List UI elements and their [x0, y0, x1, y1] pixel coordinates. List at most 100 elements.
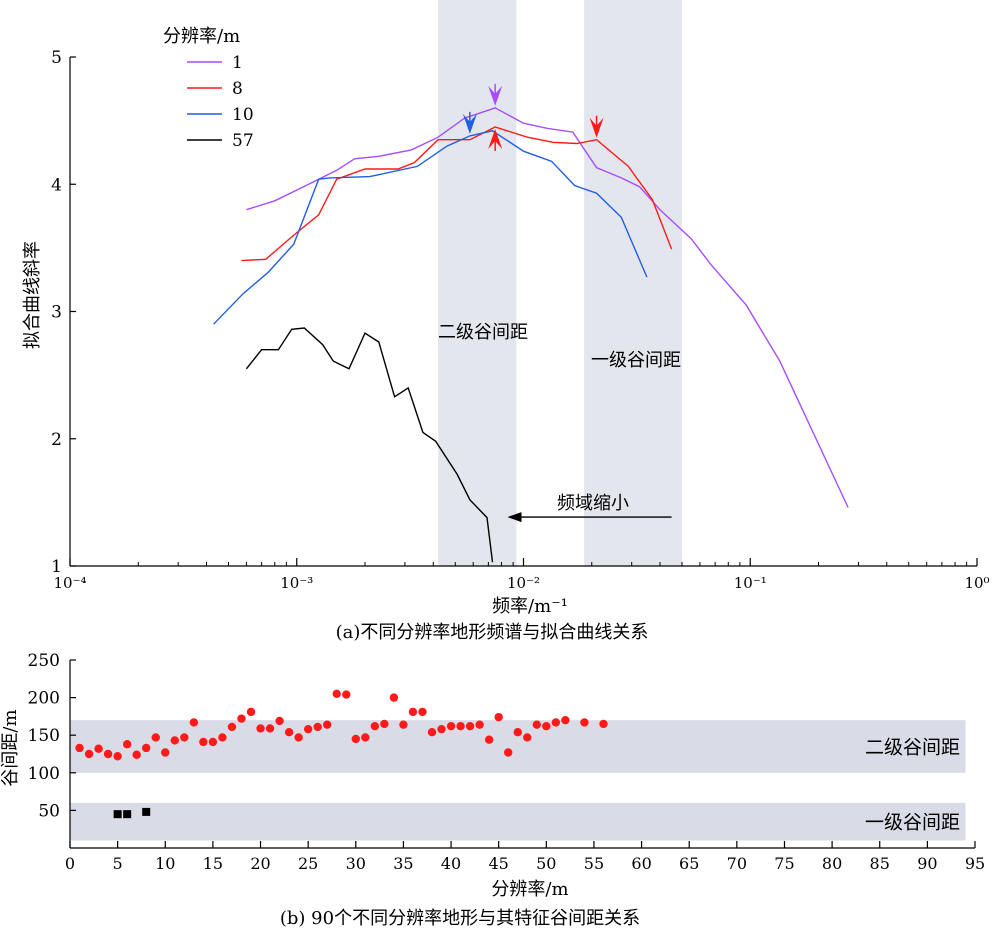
- chart-b-x-tick-label: 10: [155, 854, 175, 873]
- peak-arrow-8-3: [488, 128, 503, 149]
- peak-arrow-1-1: [488, 85, 503, 106]
- scatter-point-square: [113, 810, 122, 819]
- scatter-point: [142, 743, 151, 753]
- chart-b-x-tick-label: 45: [489, 854, 509, 873]
- chart-a-x-tick-label: 10⁻²: [507, 574, 540, 592]
- peak-arrow-8-4: [589, 117, 604, 138]
- scatter-point: [313, 722, 322, 732]
- chart-b-x-tick-label: 15: [203, 854, 223, 873]
- legend-label-10: 10: [232, 105, 254, 125]
- scatter-point-square: [142, 807, 151, 816]
- chart-a-x-tick-label: 10⁰: [964, 574, 989, 592]
- scatter-point: [351, 734, 360, 744]
- scatter-point: [151, 733, 160, 742]
- series-line-10: [213, 130, 648, 325]
- chart-b-caption: (b) 90个不同分辨率地形与其特征谷间距关系: [280, 908, 640, 929]
- legend-label-8: 8: [232, 79, 243, 99]
- scatter-point: [284, 727, 294, 737]
- chart-b-x-tick-label: 5: [113, 854, 123, 873]
- scatter-point-square: [123, 810, 132, 819]
- chart-a-band-label-primary: 一级谷间距: [591, 350, 681, 371]
- scatter-point: [180, 733, 189, 742]
- chart-a-caption: (a)不同分辨率地形频谱与拟合曲线关系: [336, 622, 649, 643]
- chart-b-band-label-secondary: 二级谷间距: [865, 736, 960, 758]
- chart-b-ylabel: 谷间距/m: [0, 709, 21, 786]
- scatter-point: [161, 748, 170, 757]
- chart-a-y-tick-label: 2: [51, 430, 62, 450]
- chart-b-x-tick-label: 50: [536, 854, 556, 873]
- scatter-point: [380, 719, 389, 729]
- chart-a-band-1: [438, 0, 517, 566]
- series-line-57: [245, 327, 494, 563]
- chart-b-x-tick-label: 80: [822, 854, 842, 873]
- scatter-point: [561, 715, 570, 725]
- scatter-point: [303, 724, 313, 734]
- scatter-point: [523, 733, 532, 742]
- scatter-point: [323, 720, 332, 729]
- chart-b-y-tick-label: 150: [28, 726, 60, 746]
- scatter-point: [75, 743, 84, 753]
- scatter-point: [532, 720, 541, 729]
- chart-a-band-label-secondary: 二级谷间距: [438, 322, 528, 343]
- chart-a-x-tick-label: 10⁻¹: [734, 574, 767, 592]
- scatter-point: [484, 735, 494, 744]
- chart-a-ylabel: 拟合曲线斜率: [22, 241, 43, 349]
- chart-b-y-tick-label: 250: [28, 651, 60, 671]
- legend-label-57: 57: [232, 131, 254, 151]
- legend-title: 分辨率/m: [163, 26, 240, 47]
- chart-b-y-tick-label: 100: [28, 764, 60, 784]
- scatter-point: [418, 707, 427, 717]
- chart-b-band-2: [70, 802, 966, 841]
- chart-b-y-tick-label: 200: [28, 689, 60, 709]
- chart-b-x-tick-label: 40: [441, 854, 461, 873]
- scatter-point: [342, 690, 351, 699]
- scatter-point: [94, 744, 103, 753]
- scatter-point: [580, 718, 589, 727]
- scatter-point: [542, 721, 551, 731]
- chart-a-y-tick-label: 1: [51, 557, 62, 577]
- chart-b-x-tick-label: 75: [774, 854, 794, 873]
- scatter-point: [218, 733, 227, 742]
- scatter-point: [427, 727, 437, 737]
- scatter-point: [170, 736, 179, 745]
- scatter-point: [246, 707, 256, 717]
- scatter-point: [446, 721, 456, 731]
- scatter-point: [408, 707, 418, 717]
- scatter-point: [494, 712, 503, 722]
- scatter-point: [551, 718, 561, 727]
- scatter-point: [294, 733, 303, 742]
- scatter-point: [84, 749, 94, 759]
- scatter-point: [370, 721, 380, 731]
- annotation-arrow-head: [507, 512, 522, 523]
- scatter-point: [361, 733, 370, 742]
- scatter-point: [504, 748, 513, 757]
- chart-b-x-tick-label: 0: [65, 854, 75, 873]
- scatter-point: [103, 749, 113, 759]
- chart-b-x-tick-label: 95: [965, 854, 985, 873]
- scatter-point: [227, 722, 237, 732]
- scatter-point: [189, 718, 199, 727]
- scatter-point: [265, 724, 275, 733]
- annotation-label: 频域缩小: [557, 493, 629, 514]
- scatter-point: [275, 716, 284, 726]
- scatter-point: [437, 724, 446, 734]
- chart-a-y-tick-label: 5: [51, 48, 62, 68]
- legend-label-1: 1: [232, 53, 243, 73]
- scatter-point: [475, 720, 484, 729]
- chart-b-x-tick-label: 90: [917, 854, 937, 873]
- chart-a-x-tick-label: 10⁻³: [280, 574, 313, 592]
- chart-a-legend: 分辨率/m 1 8 10 57: [163, 26, 254, 151]
- scatter-point: [456, 721, 465, 731]
- chart-b-y-tick-label: 50: [38, 801, 60, 821]
- scatter-point: [122, 740, 132, 749]
- scatter-point: [208, 737, 218, 747]
- chart-b-x-tick-label: 20: [250, 854, 270, 873]
- scatter-point: [199, 737, 208, 747]
- peak-arrow-10-2: [462, 113, 477, 134]
- chart-b-x-tick-label: 30: [346, 854, 366, 873]
- chart-b-x-tick-label: 65: [679, 854, 699, 873]
- series-line-8: [241, 126, 673, 262]
- chart-a-x-tick-label: 10⁻⁴: [53, 574, 86, 592]
